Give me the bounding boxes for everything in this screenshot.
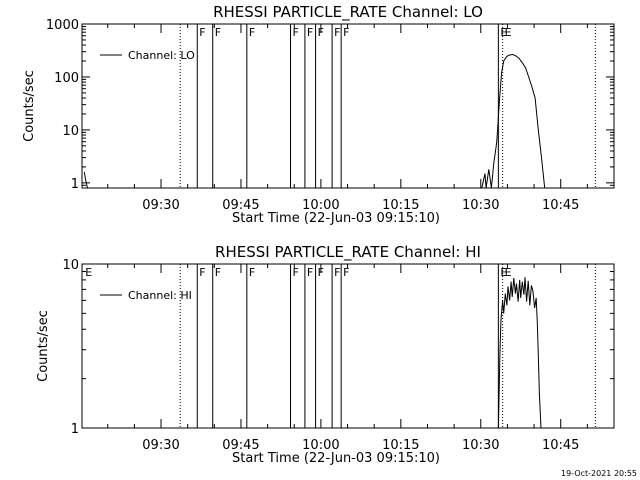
flag-label: F: [307, 266, 313, 279]
x-tick-label: 10:45: [542, 438, 579, 453]
series-line: [497, 277, 543, 428]
panel-hi: RHESSI PARTICLE_RATE Channel: HI 1 10 09:30…: [36, 243, 615, 466]
y-tick-label: 1: [71, 177, 79, 192]
legend-label: Channel: HI: [128, 289, 192, 302]
flag-label: E: [500, 266, 507, 279]
flag-label: F: [318, 266, 324, 279]
flag-label: F: [334, 26, 340, 39]
flag-label: F: [249, 266, 255, 279]
flag-label: F: [343, 266, 349, 279]
flag-label: F: [249, 26, 255, 39]
y-tick-label: 1000: [46, 18, 79, 33]
flag-label: F: [334, 266, 340, 279]
flag-label: E: [85, 266, 92, 279]
flag-label: F: [215, 266, 221, 279]
x-tick-label: 09:30: [142, 198, 179, 213]
flag-label: F: [307, 26, 313, 39]
x-axis-label: Start Time (22-Jun-03 09:15:10): [232, 451, 440, 466]
flag-label: F: [215, 26, 221, 39]
timestamp-label: 19-Oct-2021 20:55: [561, 469, 637, 478]
x-tick-label: 10:30: [462, 198, 499, 213]
flag-label: F: [293, 26, 299, 39]
y-axis-label: Counts/sec: [36, 310, 51, 382]
series-line: [83, 53, 548, 188]
flag-label: F: [199, 266, 205, 279]
flag-label: F: [343, 26, 349, 39]
x-tick-label: 10:00: [302, 198, 339, 213]
y-tick-label: 1: [71, 422, 79, 437]
legend-label: Channel: LO: [128, 49, 195, 62]
panel-lo: RHESSI PARTICLE_RATE Channel: LO 1 10 100 10…: [22, 3, 615, 226]
x-tick-label: 09:30: [142, 438, 179, 453]
chart-title: RHESSI PARTICLE_RATE Channel: LO: [213, 3, 483, 22]
flag-label: F: [293, 266, 299, 279]
flag-label: E: [505, 26, 512, 39]
x-tick-label: 10:00: [302, 438, 339, 453]
y-tick-label: 10: [62, 258, 79, 273]
x-tick-label: 10:15: [382, 198, 419, 213]
y-axis-label: Counts/sec: [22, 70, 37, 142]
flag-label: E: [505, 266, 512, 279]
flag-label: E: [500, 26, 507, 39]
x-tick-label: 10:30: [462, 438, 499, 453]
x-tick-label: 10:45: [542, 198, 579, 213]
x-axis-label: Start Time (22-Jun-03 09:15:10): [232, 211, 440, 226]
y-tick-label: 100: [54, 71, 79, 86]
x-tick-label: 09:45: [222, 438, 259, 453]
chart-title: RHESSI PARTICLE_RATE Channel: HI: [215, 243, 481, 262]
x-tick-label: 09:45: [222, 198, 259, 213]
flag-label: F: [199, 26, 205, 39]
x-tick-label: 10:15: [382, 438, 419, 453]
flag-label: F: [318, 26, 324, 39]
y-tick-label: 10: [62, 124, 79, 139]
